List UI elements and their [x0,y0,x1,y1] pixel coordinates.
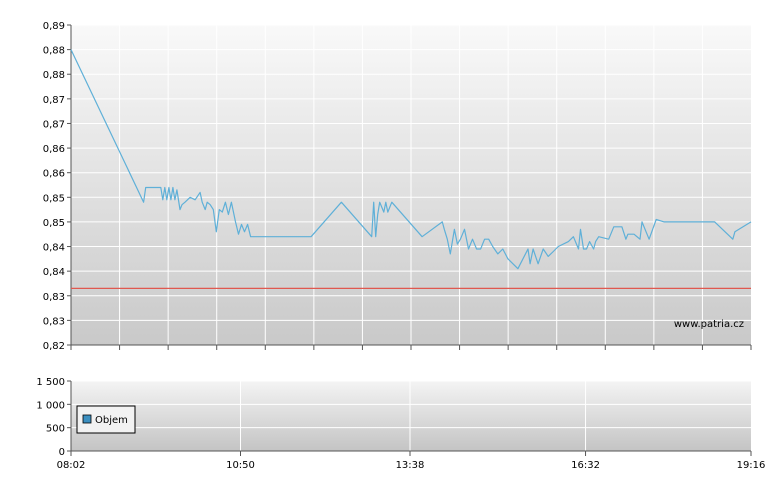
price-y-axis-ticks: 0,82 0,83 0,83 0,84 0,84 0,85 0,85 0,86 0,86 0,87… [43,21,71,352]
price-y-tick-label: 0,87 [43,119,65,130]
price-y-tick-label: 0,83 [43,292,65,303]
price-plot: 0,82 0,83 0,83 0,84 0,84 0,85 0,85 0,86 0,86 0,87… [43,21,752,352]
price-y-tick-label: 0,84 [43,267,65,278]
volume-x-tick-label: 10:50 [226,460,255,471]
volume-plot-background [71,381,751,451]
volume-horizontal-gridlines [71,380,751,429]
volume-x-tick-label: 08:02 [57,460,86,471]
legend-swatch [82,414,92,424]
price-y-tick-label: 0,85 [43,218,65,229]
price-y-tick-label: 0,86 [43,169,65,180]
price-series-group [70,49,752,289]
volume-legend: Objem [76,405,136,434]
price-vertical-gridlines [119,25,703,345]
volume-y-tick-label: 500 [46,424,65,435]
volume-plot: 0 500 1 000 1 500 08:02 10:50 13:38 16:32 19:16… [36,377,765,471]
watermark-text: www.patria.cz [674,319,744,330]
price-y-tick-label: 0,83 [43,316,65,327]
volume-y-tick-label: 1 500 [36,377,65,388]
price-y-tick-label: 0,85 [43,193,65,204]
volume-y-tick-label: 1 000 [36,400,65,411]
price-y-tick-label: 0,87 [43,95,65,106]
volume-x-axis-ticks: 08:02 10:50 13:38 16:32 19:16 [57,451,766,471]
price-line [70,49,752,270]
legend-label: Objem [95,415,128,426]
volume-x-tick-label: 16:32 [571,460,600,471]
price-y-tick-label: 0,88 [43,70,65,81]
price-y-tick-label: 0,84 [43,243,65,254]
volume-y-axis-ticks: 0 500 1 000 1 500 [36,377,71,458]
volume-x-tick-label: 13:38 [396,460,425,471]
price-y-tick-label: 0,88 [43,46,65,57]
price-x-axis-ticks [70,345,752,350]
price-y-tick-label: 0,82 [43,341,65,352]
volume-x-tick-label: 19:16 [737,460,766,471]
volume-y-tick-label: 0 [59,447,65,458]
price-y-tick-label: 0,89 [43,21,65,32]
price-y-tick-label: 0,86 [43,144,65,155]
volume-vertical-gridlines [239,381,587,451]
